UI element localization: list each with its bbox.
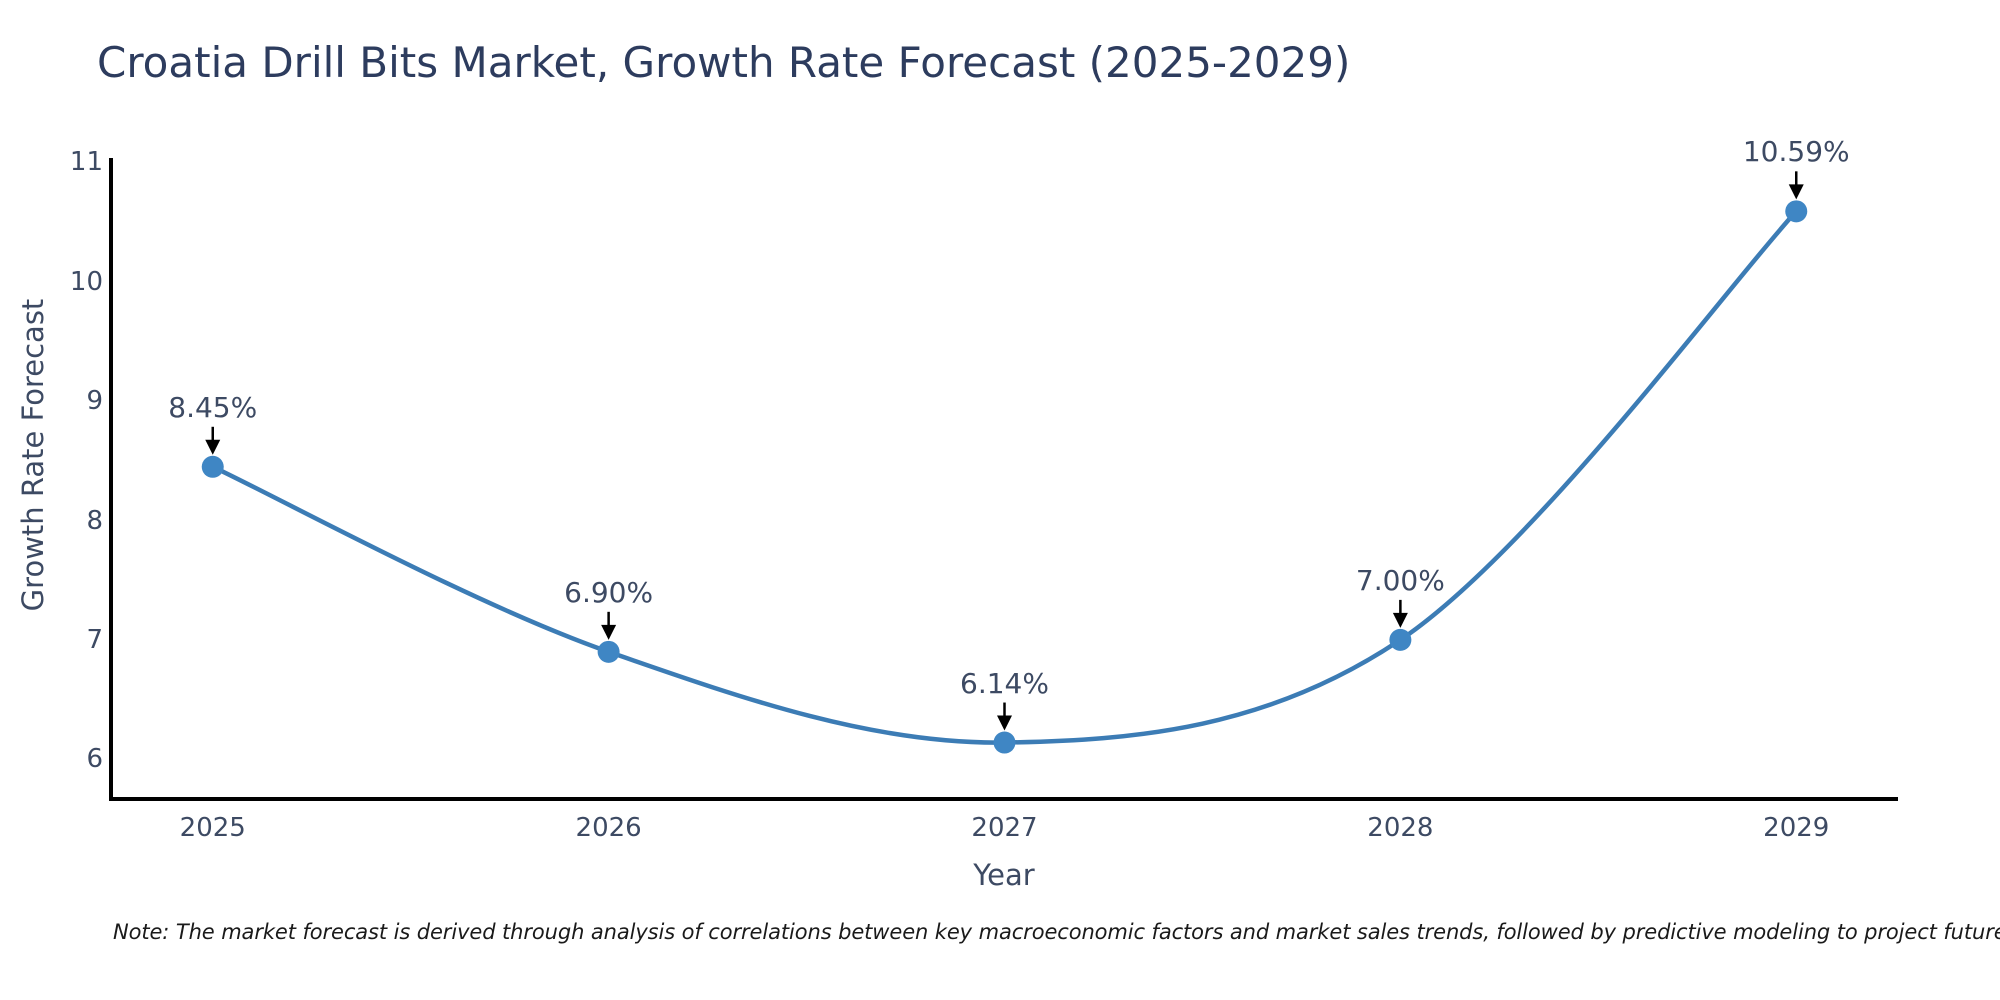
data-point-marker: [993, 731, 1016, 754]
y-tick-label: 6: [86, 744, 103, 775]
data-point-marker: [1785, 200, 1808, 223]
annotation-arrow-head: [601, 624, 617, 640]
x-axis-title: Year: [973, 858, 1035, 892]
annotation-arrow-head: [205, 439, 221, 455]
data-point-marker: [597, 640, 620, 663]
annotation-arrow-head: [1392, 612, 1408, 628]
x-tick-label: 2027: [971, 813, 1038, 843]
annotation-arrow-head: [997, 715, 1012, 731]
footnote: Note: The market forecast is derived thr…: [113, 920, 2000, 944]
data-point-label: 6.90%: [564, 575, 654, 609]
forecast-line: [210, 209, 1799, 745]
data-point-marker: [201, 455, 224, 478]
data-point-label: 8.45%: [168, 390, 258, 424]
x-tick-label: 2029: [1763, 813, 1830, 843]
y-tick-label: 11: [69, 147, 103, 178]
data-point-label: 10.59%: [1742, 135, 1850, 169]
data-point-label: 7.00%: [1355, 563, 1445, 597]
data-point-label: 6.14%: [960, 666, 1049, 700]
y-tick-label: 8: [86, 505, 103, 536]
x-tick-label: 2025: [179, 813, 246, 843]
annotation-arrow-head: [1788, 184, 1804, 200]
y-axis-title: Growth Rate Forecast: [16, 298, 50, 612]
y-tick-label: 10: [69, 266, 103, 297]
x-tick-label: 2026: [575, 813, 642, 843]
y-tick-label: 9: [86, 386, 103, 417]
chart-title: Croatia Drill Bits Market, Growth Rate F…: [97, 38, 1351, 87]
y-tick-label: 7: [86, 624, 103, 655]
x-tick-label: 2028: [1367, 813, 1434, 843]
data-point-marker: [1389, 628, 1412, 651]
